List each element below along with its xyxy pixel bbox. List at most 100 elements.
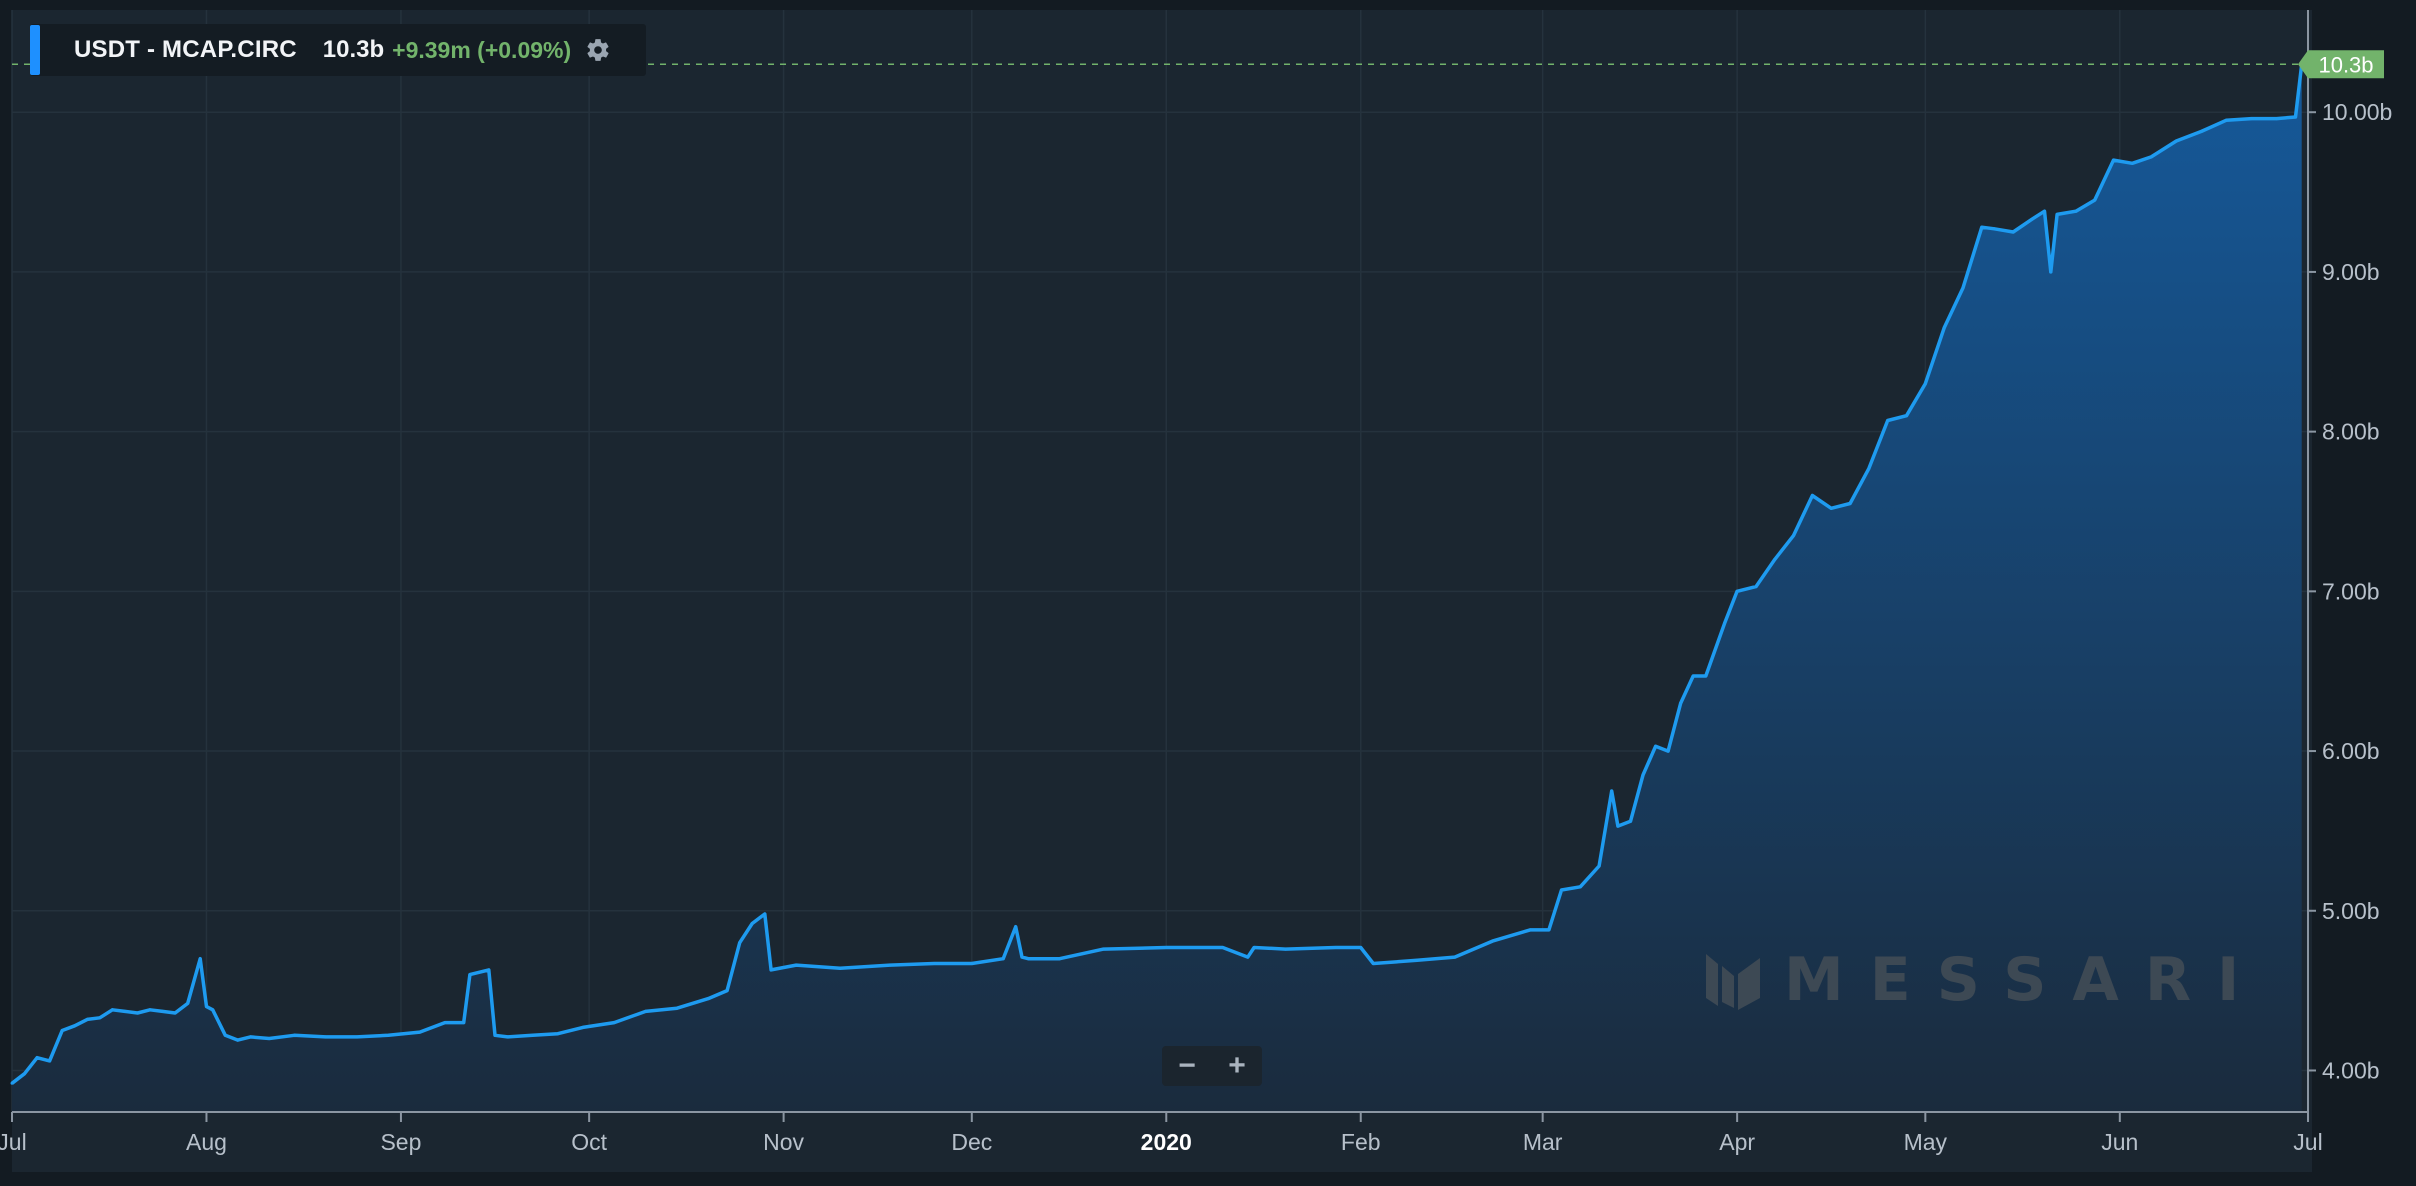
- data-point: [556, 1032, 560, 1036]
- data-point: [2055, 212, 2059, 216]
- data-point: [2174, 139, 2178, 143]
- x-axis: Jul Aug Sep Oct Nov Dec 2020 Feb Mar Apr May Jun Jul: [0, 1111, 2323, 1155]
- data-point: [2250, 117, 2253, 121]
- watermark: MESSARI: [1700, 945, 2265, 1015]
- data-point: [1020, 955, 1024, 959]
- data-point: [2275, 117, 2279, 121]
- series-legend[interactable]: USDT - MCAP.CIRC 10.3b +9.39m (+0.09%): [30, 24, 646, 76]
- data-point: [1221, 946, 1225, 949]
- y-tick-label: 9.00b: [2322, 259, 2380, 285]
- data-point: [2224, 118, 2228, 122]
- data-point: [198, 957, 202, 961]
- x-tick-label: 2020: [1141, 1129, 1192, 1155]
- data-point: [1616, 824, 1620, 828]
- data-points: [10, 62, 2304, 1085]
- data-point: [1961, 286, 1965, 290]
- data-point: [2011, 230, 2015, 234]
- data-point: [462, 1021, 466, 1025]
- data-point: [1641, 773, 1645, 777]
- data-point: [173, 1011, 177, 1015]
- data-point: [2294, 115, 2297, 119]
- data-point: [98, 1016, 102, 1020]
- data-point: [1704, 674, 1708, 678]
- x-tick-label: May: [1904, 1129, 1948, 1155]
- y-tick-label: 5.00b: [2322, 898, 2380, 924]
- data-point: [1792, 533, 1796, 537]
- data-point: [236, 1038, 240, 1042]
- data-point: [1829, 506, 1833, 510]
- data-point: [248, 1035, 252, 1039]
- line-path: [10, 64, 2304, 1085]
- data-point: [1491, 939, 1494, 943]
- data-point: [2149, 155, 2153, 159]
- x-tick-label: Oct: [571, 1129, 607, 1155]
- data-point: [35, 1056, 39, 1060]
- data-point: [1654, 744, 1658, 748]
- data-point: [1560, 888, 1563, 892]
- data-point: [763, 912, 767, 916]
- area-path: [12, 64, 2302, 1112]
- data-point: [267, 1037, 271, 1040]
- data-point: [1754, 585, 1758, 589]
- data-point: [531, 1033, 535, 1037]
- data-point: [1691, 674, 1695, 678]
- data-point: [1923, 382, 1927, 386]
- y-tick-label: 6.00b: [2322, 738, 2380, 764]
- data-point: [581, 1025, 585, 1029]
- data-point: [324, 1035, 328, 1039]
- data-point: [1284, 947, 1287, 951]
- data-point: [123, 1009, 127, 1013]
- data-point: [725, 989, 729, 993]
- series-symbol: USDT - MCAP.CIRC: [74, 36, 297, 63]
- data-point: [1773, 557, 1777, 561]
- zoom-in-button[interactable]: +: [1228, 1049, 1246, 1082]
- data-point: [1164, 946, 1168, 949]
- series-color-bar: [30, 25, 40, 75]
- data-point: [1547, 928, 1551, 932]
- data-point: [73, 1024, 77, 1028]
- data-point: [148, 1008, 152, 1012]
- y-tick-label: 8.00b: [2322, 419, 2380, 445]
- data-point: [186, 1001, 190, 1005]
- data-point: [48, 1059, 52, 1063]
- x-tick-label: Dec: [951, 1129, 992, 1155]
- last-value-label: 10.3b: [2318, 52, 2373, 77]
- data-point: [1001, 957, 1005, 961]
- data-point: [970, 962, 974, 965]
- data-point: [2030, 217, 2034, 221]
- x-tick-label: Feb: [1341, 1129, 1381, 1155]
- data-point: [1905, 414, 1908, 418]
- data-point: [1980, 225, 1984, 229]
- messari-logo-icon: [1706, 954, 1760, 1010]
- gear-icon[interactable]: [585, 37, 611, 63]
- data-point: [386, 1033, 390, 1037]
- data-point: [1453, 955, 1457, 959]
- data-point: [85, 1017, 89, 1021]
- zoom-out-button[interactable]: −: [1178, 1049, 1196, 1082]
- data-point: [1415, 958, 1419, 962]
- data-point: [838, 966, 842, 970]
- x-tick-label: Jul: [2293, 1129, 2322, 1155]
- data-point: [2093, 198, 2097, 202]
- data-point: [1026, 957, 1030, 961]
- data-point: [1992, 227, 1996, 231]
- x-tick-label: Apr: [1719, 1129, 1755, 1155]
- series-change: +9.39m (+0.09%): [392, 36, 572, 63]
- data-point: [1058, 957, 1062, 961]
- data-point: [1371, 962, 1375, 965]
- data-point: [1102, 947, 1105, 951]
- data-point: [2049, 270, 2053, 274]
- data-point: [750, 922, 754, 925]
- data-point: [418, 1030, 422, 1034]
- data-point: [1867, 466, 1871, 470]
- data-point: [1886, 419, 1890, 422]
- data-point: [1334, 946, 1338, 949]
- data-point: [205, 1005, 208, 1009]
- data-point: [60, 1029, 64, 1032]
- data-point: [675, 1006, 679, 1010]
- data-point: [1246, 955, 1250, 959]
- last-value-marker: 10.3b: [12, 50, 2384, 79]
- data-point: [2112, 158, 2115, 162]
- data-point: [1735, 589, 1739, 593]
